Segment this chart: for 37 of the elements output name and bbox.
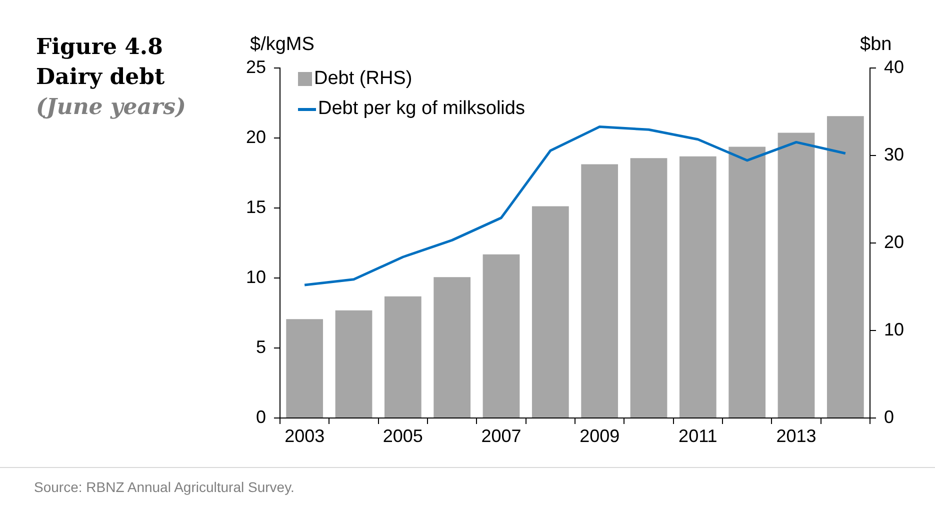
y-tick-label: 5: [256, 336, 266, 357]
y-tick-label: 20: [246, 126, 266, 147]
x-tick-label: 2009: [580, 426, 620, 446]
y2-tick-label: 30: [884, 144, 904, 164]
source-note: Source: RBNZ Annual Agricultural Survey.: [34, 479, 294, 495]
bar: [581, 164, 618, 418]
y-axis-title: $/kgMS: [250, 34, 314, 56]
bar: [532, 206, 569, 418]
y2-tick-label: 40: [884, 56, 904, 77]
bar: [728, 146, 766, 418]
bar: [286, 319, 324, 418]
x-tick-label: 2011: [678, 426, 718, 446]
x-tick-label: 2007: [481, 426, 522, 446]
y2-tick-label: 0: [884, 406, 894, 427]
y2-tick-label: 20: [884, 232, 904, 252]
y-tick-label: 25: [246, 56, 266, 77]
legend-label: Debt (RHS): [314, 67, 412, 91]
text: (June years): [36, 93, 186, 122]
bar: [679, 156, 716, 418]
y-tick-label: 15: [246, 196, 266, 217]
legend-label: Debt per kg of milksolids: [318, 97, 525, 121]
bar: [778, 132, 815, 418]
bar: [434, 277, 471, 418]
text: Dairy debt: [36, 63, 166, 92]
x-tick-label: 2003: [284, 426, 325, 446]
y-tick-label: 10: [246, 266, 266, 287]
bar: [826, 116, 864, 418]
y2-axis-title: $bn: [860, 34, 892, 56]
bar: [630, 158, 668, 418]
x-tick-label: 2005: [382, 426, 423, 446]
bar: [335, 310, 372, 418]
bar: [482, 254, 520, 418]
x-tick-label: 2013: [776, 426, 816, 446]
y2-tick-label: 10: [884, 319, 904, 340]
y-tick-label: 0: [256, 406, 266, 427]
bar: [384, 296, 422, 418]
text: Figure 4.8: [36, 33, 164, 62]
